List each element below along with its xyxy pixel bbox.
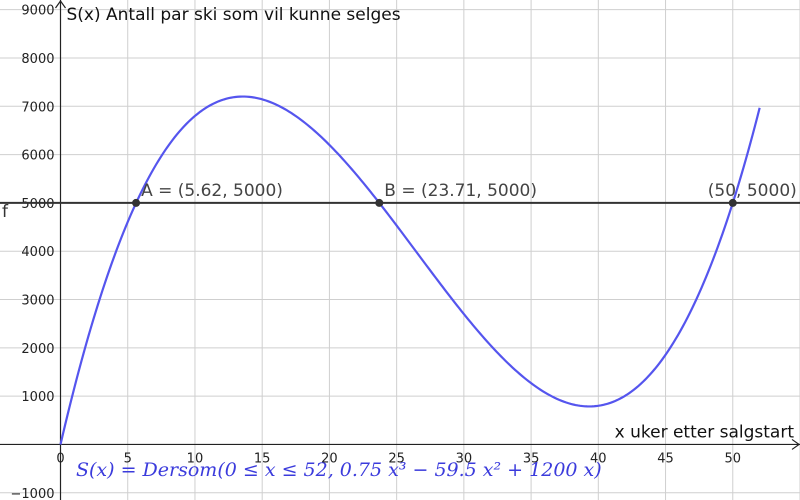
y-axis-arrow bbox=[55, 0, 66, 9]
y-tick-label: 7000 bbox=[21, 100, 54, 115]
point-label-0: A = (5.62, 5000) bbox=[141, 181, 283, 201]
y-axis-label: S(x) Antall par ski som vil kunne selges bbox=[67, 5, 401, 25]
x-tick-label: 0 bbox=[56, 451, 64, 466]
point-label-2: (50, 5000) bbox=[708, 181, 797, 201]
y-tick-label: 9000 bbox=[21, 4, 54, 19]
point-label-1: B = (23.71, 5000) bbox=[384, 181, 537, 201]
y-tick-label: 6000 bbox=[21, 149, 54, 164]
x-tick-label: 10 bbox=[187, 451, 204, 466]
x-axis-arrow bbox=[791, 438, 800, 450]
point-marker-0 bbox=[132, 198, 141, 207]
tick-labels: 0 5 10 15 20 25 30 35 40 45 50 −1000 1000 2000 3000 400… bbox=[11, 4, 742, 500]
x-tick-label: 40 bbox=[590, 451, 607, 466]
y-tick-label: 4000 bbox=[21, 245, 54, 260]
x-tick-label: 25 bbox=[388, 451, 405, 466]
x-tick-label: 15 bbox=[254, 451, 271, 466]
point-marker-1 bbox=[375, 198, 384, 207]
y-tick-label: 1000 bbox=[21, 390, 54, 405]
x-tick-label: 45 bbox=[657, 451, 674, 466]
x-axis-label: x uker etter salgstart bbox=[615, 422, 795, 442]
intersection-points: A = (5.62, 5000) B = (23.71, 5000) (50, 50… bbox=[132, 181, 797, 207]
x-tick-label: 30 bbox=[456, 451, 473, 466]
x-tick-label: 20 bbox=[321, 451, 338, 466]
y-tick-label: 8000 bbox=[21, 52, 54, 67]
x-tick-label: 50 bbox=[724, 451, 741, 466]
function-formula: S(x) = Dersom(0 ≤ x ≤ 52, 0.75 x³ − 59.5… bbox=[76, 459, 602, 481]
y-tick-label: 5000 bbox=[21, 197, 54, 212]
function-curve-s[interactable] bbox=[59, 95, 761, 445]
y-tick-label: 3000 bbox=[21, 294, 54, 309]
x-tick-label: 5 bbox=[124, 451, 132, 466]
x-tick-label: 35 bbox=[523, 451, 540, 466]
y-tick-label: −1000 bbox=[11, 487, 55, 500]
line-f-label: f bbox=[2, 202, 9, 222]
y-tick-label: 2000 bbox=[21, 342, 54, 357]
point-marker-2 bbox=[728, 198, 737, 207]
